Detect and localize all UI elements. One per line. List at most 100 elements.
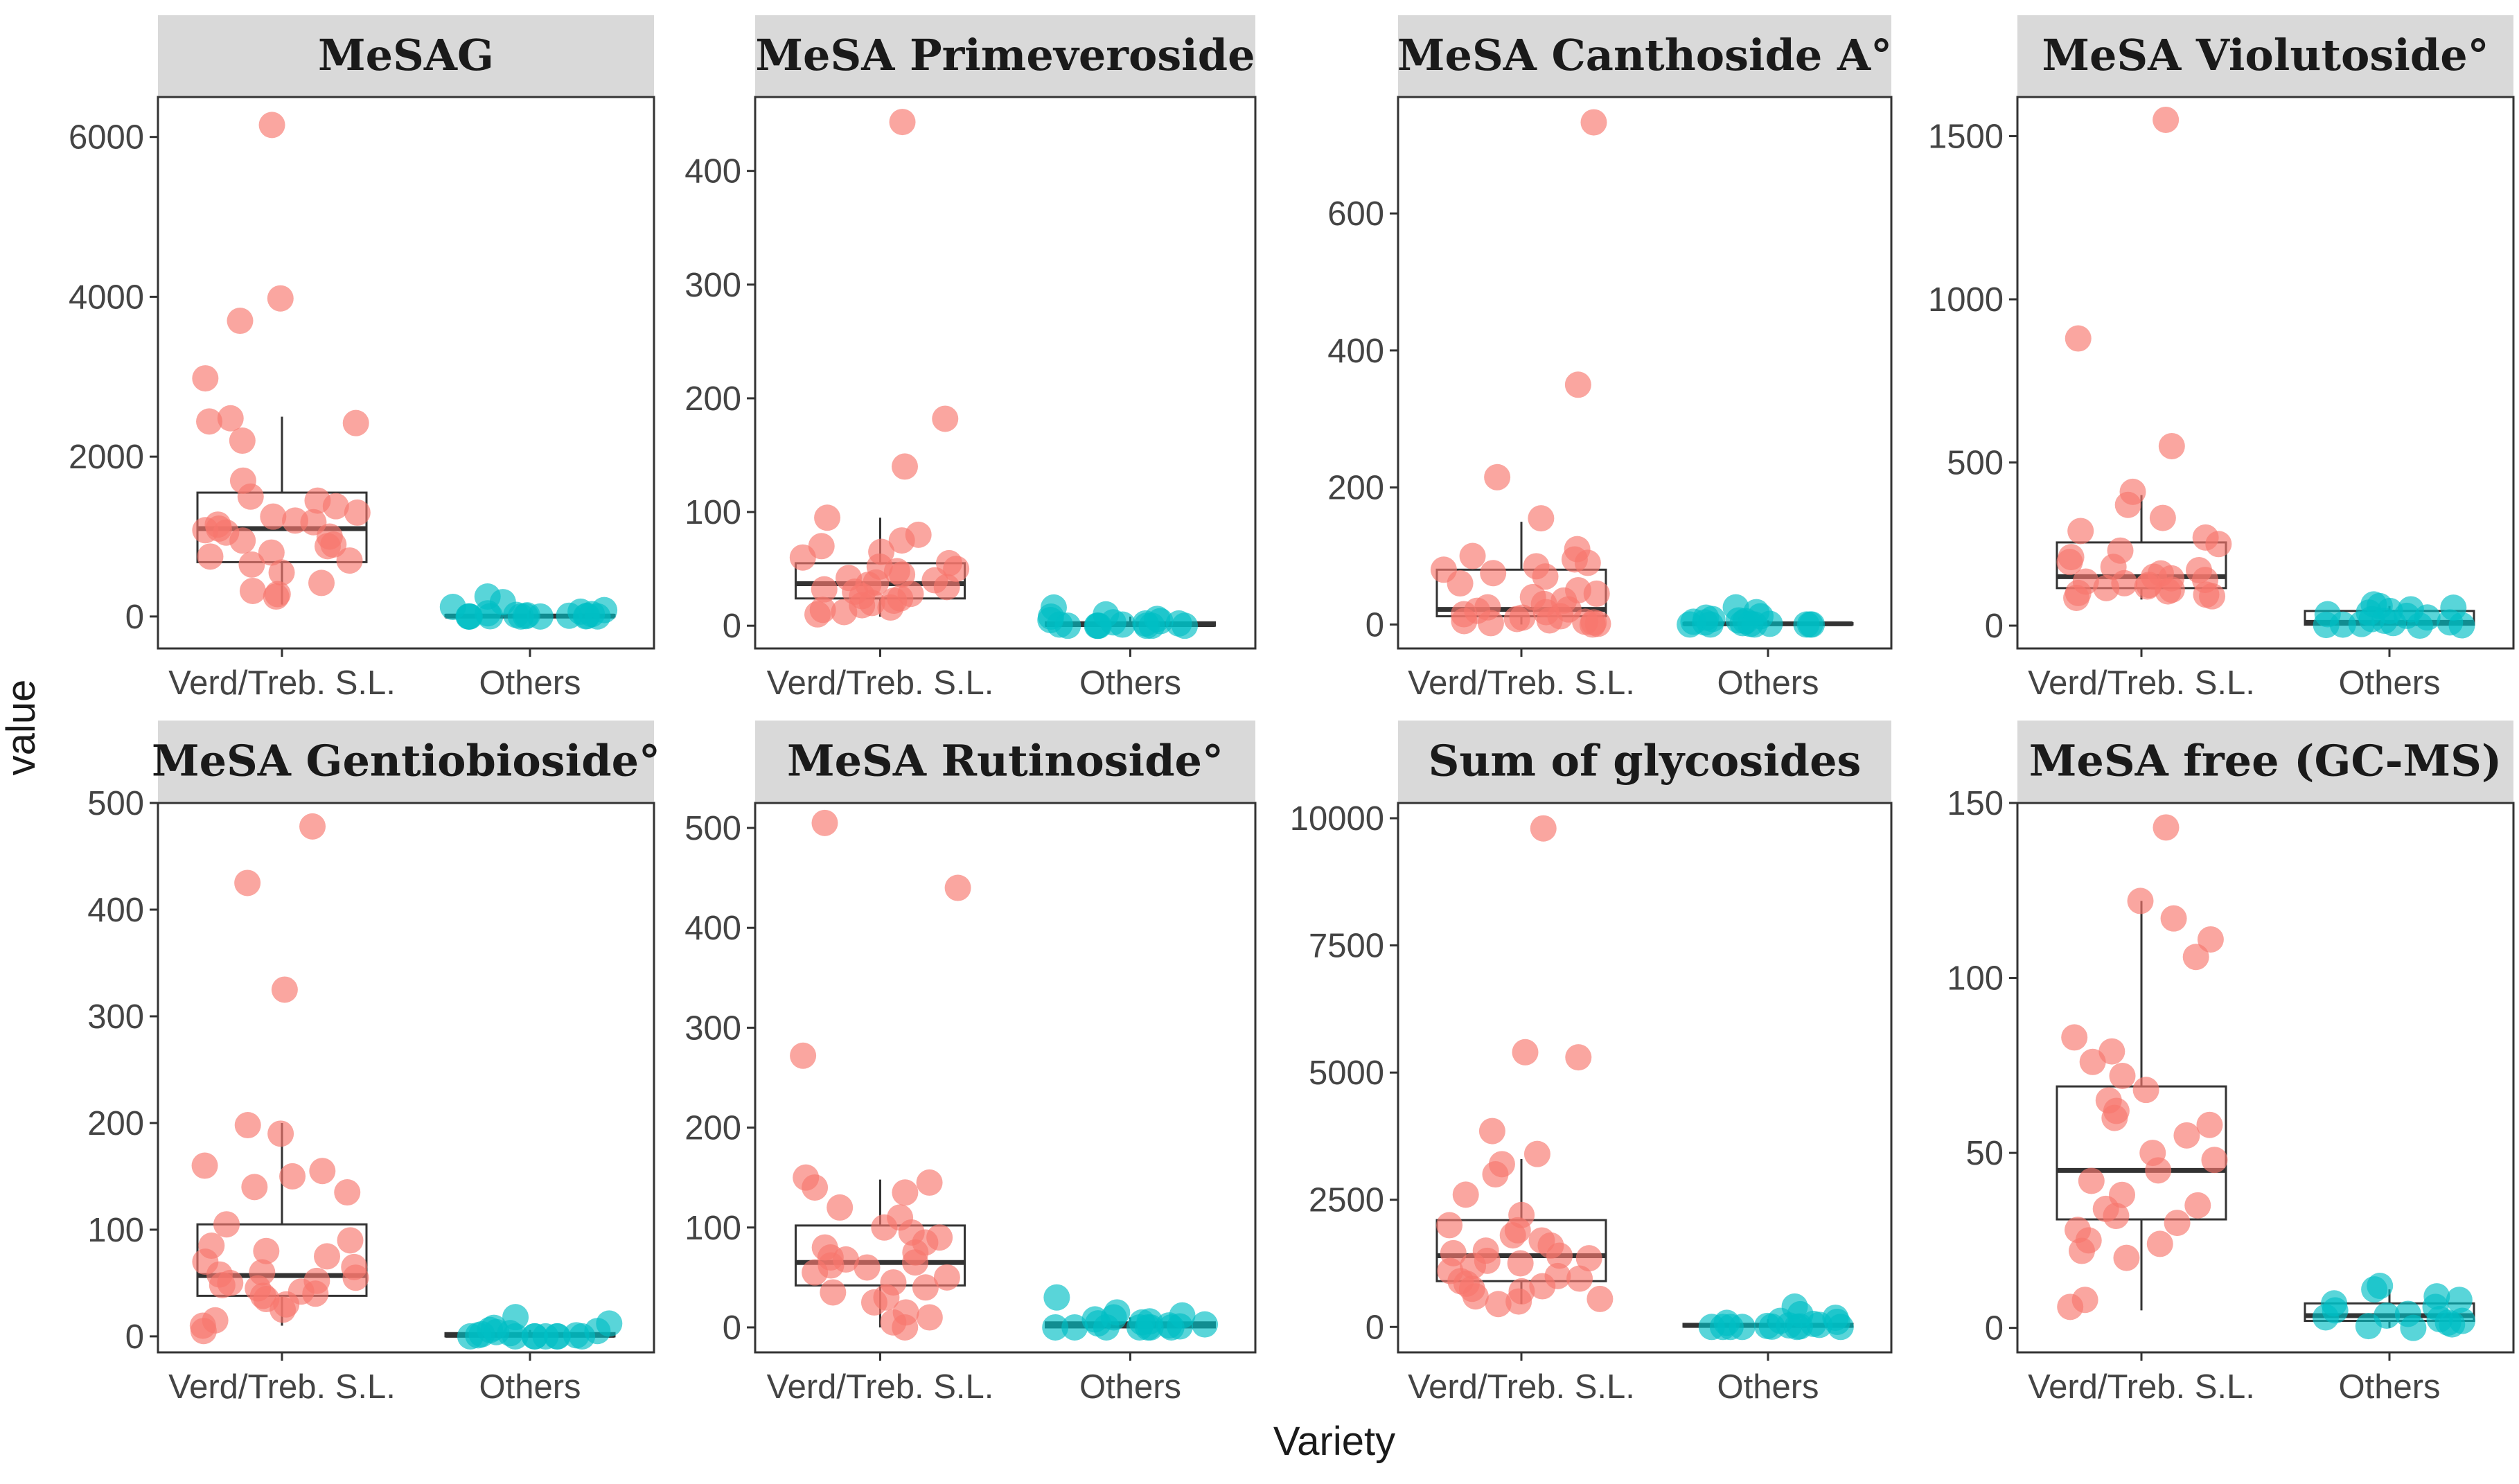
data-point: [1084, 612, 1111, 639]
data-point: [2153, 814, 2180, 841]
data-point: [260, 503, 287, 530]
data-point: [192, 517, 219, 544]
data-point: [827, 1194, 854, 1221]
facet-strip: [2017, 721, 2513, 802]
facet-panel: MeSAG 0 2000 4000 6000 Verd/Treb. S.L. Others: [69, 15, 655, 702]
data-point: [820, 1279, 847, 1306]
y-tick-label: 7500: [1309, 928, 1384, 965]
data-point: [2312, 1304, 2339, 1331]
data-point: [268, 559, 295, 586]
y-tick-label: 0: [1365, 606, 1384, 644]
y-tick-label: 10000: [1290, 800, 1384, 838]
data-point: [1452, 1181, 1479, 1208]
data-point: [860, 1289, 887, 1316]
data-point: [314, 1243, 341, 1270]
data-point: [2101, 1104, 2128, 1131]
data-point: [271, 976, 298, 1003]
data-point: [2127, 887, 2154, 915]
data-point: [217, 405, 244, 432]
data-point: [569, 1323, 596, 1350]
data-point: [2348, 610, 2375, 637]
data-point: [1532, 563, 1559, 590]
data-point: [892, 1314, 919, 1341]
data-point: [831, 599, 858, 626]
facet-panel: MeSA Primeveroside 0 100 200 300 400 Verd/Treb…: [684, 15, 1257, 702]
panel-border: [754, 802, 1257, 1354]
panel-border: [2016, 802, 2515, 1354]
data-point: [1485, 1291, 1512, 1318]
x-tick-label: Others: [1717, 664, 1819, 702]
data-point: [2446, 1287, 2473, 1314]
data-point: [1436, 1212, 1463, 1239]
y-tick-label: 4000: [69, 279, 144, 316]
data-point: [1462, 1283, 1489, 1310]
data-point: [2061, 1024, 2088, 1051]
data-point: [342, 409, 369, 436]
x-tick-label: Verd/Treb. S.L.: [1408, 664, 1635, 702]
y-tick-label: 200: [684, 1110, 741, 1147]
data-point: [2146, 1230, 2173, 1257]
panel-border: [2016, 96, 2515, 650]
data-point: [1093, 1314, 1120, 1341]
data-point: [933, 1264, 960, 1291]
facet-title: MeSA Violutoside°: [2042, 30, 2489, 80]
data-point: [2145, 1157, 2172, 1184]
data-point: [2355, 1313, 2382, 1340]
facet-title: Sum of glycosides: [1429, 736, 1862, 786]
y-tick-label: 200: [1327, 470, 1384, 507]
data-point: [1575, 1245, 1602, 1272]
data-point: [253, 1237, 280, 1264]
data-point: [811, 576, 838, 603]
data-point: [521, 1323, 548, 1350]
data-point: [336, 547, 363, 574]
y-tick-label: 100: [1947, 960, 2004, 998]
data-point: [241, 1174, 268, 1201]
data-point: [1503, 606, 1530, 633]
y-tick-label: 50: [1965, 1135, 2004, 1172]
y-tick-label: 500: [1947, 445, 2004, 482]
data-point: [477, 603, 504, 630]
x-tick-label: Others: [2338, 664, 2440, 702]
data-point: [1528, 505, 1555, 532]
data-point: [213, 1211, 240, 1238]
data-point: [258, 539, 285, 566]
data-point: [1583, 580, 1610, 607]
data-point: [2056, 549, 2083, 576]
data-point: [2406, 612, 2433, 639]
y-tick-label: 0: [1985, 608, 2004, 645]
data-point: [888, 527, 915, 554]
x-tick-label: Verd/Treb. S.L.: [2028, 664, 2255, 702]
data-point: [1451, 608, 1478, 635]
data-point: [237, 483, 264, 510]
data-point: [196, 408, 223, 435]
x-tick-label: Others: [1079, 1368, 1181, 1406]
data-point: [2134, 573, 2161, 600]
data-point: [1505, 1288, 1532, 1315]
data-point: [2109, 1062, 2136, 1089]
data-point: [1478, 1118, 1505, 1145]
panel-border: [157, 96, 655, 650]
data-point: [584, 603, 611, 630]
panel-border: [754, 96, 1257, 650]
data-point: [1135, 1314, 1162, 1341]
data-point: [238, 551, 265, 578]
data-point: [932, 405, 959, 432]
data-point: [263, 583, 290, 610]
data-point: [1574, 549, 1601, 576]
data-point: [2114, 491, 2141, 518]
data-point: [1586, 1285, 1614, 1312]
data-point: [1054, 612, 1081, 639]
data-point: [229, 427, 256, 454]
y-tick-label: 100: [684, 494, 741, 531]
data-point: [804, 601, 831, 628]
data-point: [892, 1179, 919, 1206]
data-point: [279, 1163, 306, 1190]
data-point: [267, 285, 294, 312]
y-tick-label: 5000: [1309, 1054, 1384, 1092]
data-point: [227, 308, 254, 335]
data-point: [871, 1214, 898, 1241]
data-point: [2184, 1192, 2211, 1219]
facet-strip: [2017, 15, 2513, 96]
facet-title: MeSA Rutinoside°: [787, 736, 1223, 786]
